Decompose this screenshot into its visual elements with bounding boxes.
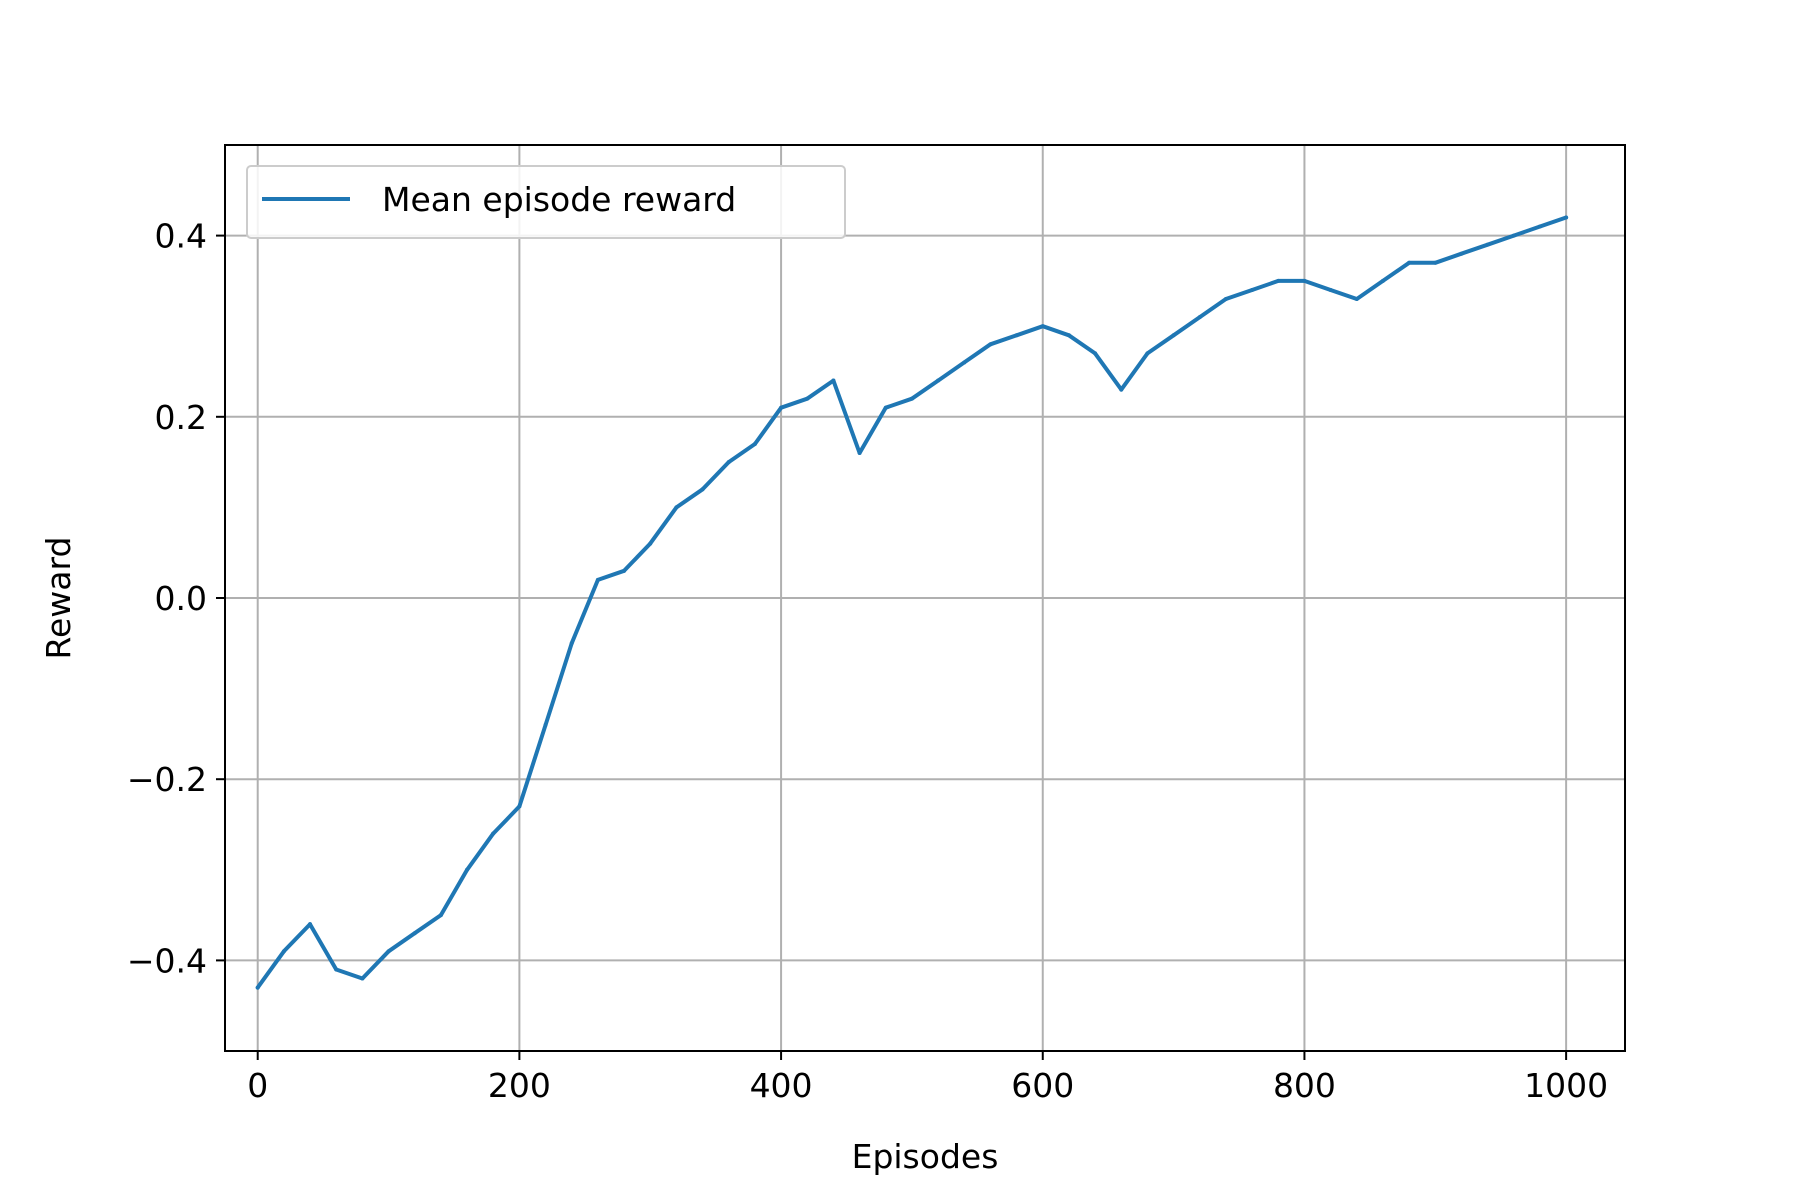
data-point: [1537, 224, 1542, 229]
x-tick-label: 200: [488, 1066, 551, 1105]
data-point: [1459, 251, 1464, 256]
data-point: [622, 568, 627, 573]
x-axis-label: Episodes: [852, 1137, 999, 1176]
data-point: [831, 378, 836, 383]
data-point: [1014, 333, 1019, 338]
data-point: [412, 931, 417, 936]
data-point: [517, 804, 522, 809]
legend: Mean episode reward: [246, 165, 846, 239]
data-point: [595, 577, 600, 582]
data-point: [1197, 315, 1202, 320]
data-point: [909, 396, 914, 401]
data-point: [334, 967, 339, 972]
data-point: [988, 342, 993, 347]
data-point: [1119, 387, 1124, 392]
data-point: [779, 405, 784, 410]
y-tick-label: 0.0: [155, 579, 207, 618]
legend-box: [246, 165, 846, 239]
data-point: [805, 396, 810, 401]
data-point: [936, 378, 941, 383]
data-point: [1302, 278, 1307, 283]
y-tick-label: 0.4: [155, 217, 207, 256]
data-point: [1380, 278, 1385, 283]
data-point: [1511, 233, 1516, 238]
data-point: [726, 460, 731, 465]
data-point: [438, 913, 443, 918]
data-point: [255, 985, 260, 990]
grid: [225, 145, 1625, 1051]
y-tick-label: −0.4: [127, 941, 207, 980]
data-point: [1485, 242, 1490, 247]
data-point: [569, 641, 574, 646]
x-tick-label: 0: [247, 1066, 268, 1105]
data-point: [465, 867, 470, 872]
data-point: [700, 487, 705, 492]
data-point: [543, 722, 548, 727]
data-point: [674, 505, 679, 510]
data-point: [752, 441, 757, 446]
y-tick-label: 0.2: [155, 398, 207, 437]
series-group: [255, 215, 1569, 990]
x-tick-label: 800: [1273, 1066, 1336, 1105]
ticks: 0 200 400 600 800 1000 −0.4 −0.2 0.0 0.2 0.4: [127, 217, 1608, 1105]
data-point: [1250, 287, 1255, 292]
legend-label: Mean episode reward: [382, 180, 736, 219]
data-point: [1407, 260, 1412, 265]
data-point: [1276, 278, 1281, 283]
data-point: [1433, 260, 1438, 265]
data-point: [386, 949, 391, 954]
data-point: [962, 360, 967, 365]
data-point: [648, 541, 653, 546]
data-point: [1040, 324, 1045, 329]
data-point: [491, 831, 496, 836]
data-point: [1093, 351, 1098, 356]
x-tick-label: 1000: [1524, 1066, 1608, 1105]
y-axis-label: Reward: [39, 537, 78, 660]
x-tick-label: 600: [1011, 1066, 1074, 1105]
data-point: [1354, 297, 1359, 302]
data-point: [1328, 287, 1333, 292]
data-point: [360, 976, 365, 981]
data-point: [1171, 333, 1176, 338]
data-point: [281, 949, 286, 954]
data-point: [1066, 333, 1071, 338]
data-point: [1564, 215, 1569, 220]
data-point: [1145, 351, 1150, 356]
data-point: [883, 405, 888, 410]
data-point: [308, 922, 313, 927]
data-point: [1223, 297, 1228, 302]
data-point: [857, 451, 862, 456]
x-tick-label: 400: [750, 1066, 813, 1105]
y-tick-label: −0.2: [127, 760, 207, 799]
